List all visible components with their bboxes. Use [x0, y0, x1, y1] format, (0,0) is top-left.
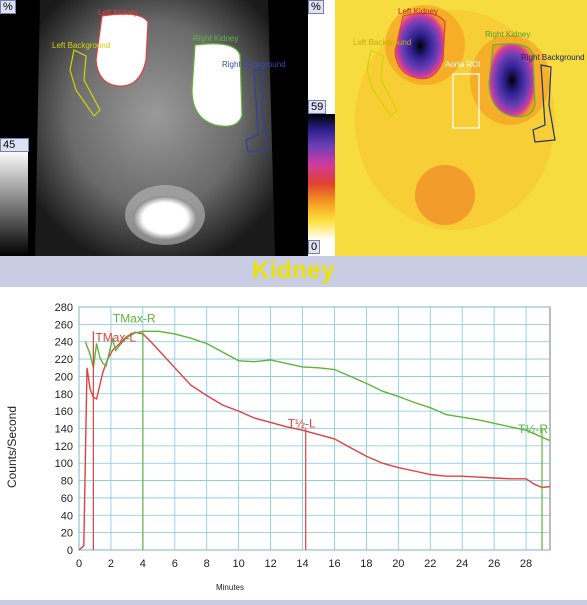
y-tick-label: 80	[61, 476, 73, 488]
right-kidney-roi-label: Right Kidney	[193, 34, 239, 43]
series-line-right	[84, 330, 551, 442]
y-tick-label: 20	[61, 528, 73, 540]
y-tick-label: 200	[55, 371, 73, 383]
x-tick-label: 4	[140, 558, 146, 570]
x-tick-label: 22	[424, 558, 436, 570]
left-background-roi-label: Left Background	[52, 41, 111, 50]
left-percent-label: %	[0, 0, 16, 14]
y-tick-label: 100	[55, 458, 73, 470]
color-scale-bar	[308, 114, 335, 240]
chart-title: Kidney	[251, 257, 335, 284]
marker-label: TMax-R	[113, 312, 156, 326]
x-tick-label: 18	[360, 558, 372, 570]
y-tick-label: 280	[55, 302, 73, 314]
right-img-left-kidney-label: Left Kidney	[398, 7, 439, 16]
x-tick-label: 6	[172, 558, 178, 570]
x-tick-label: 20	[392, 558, 404, 570]
color-scale-mid: 59	[308, 100, 327, 114]
x-tick-label: 24	[456, 558, 468, 570]
y-tick-label: 60	[61, 493, 73, 505]
left-scale-value: 45	[0, 138, 29, 152]
y-tick-label: 140	[55, 424, 73, 436]
x-tick-label: 0	[76, 558, 82, 570]
x-tick-label: 12	[264, 558, 276, 570]
right-background-roi-label: Right Background	[222, 60, 286, 69]
marker-label: T½-R	[518, 422, 548, 436]
x-tick-label: 26	[488, 558, 500, 570]
y-tick-label: 40	[61, 510, 73, 522]
x-tick-label: 16	[328, 558, 340, 570]
x-axis-label: Minutes	[216, 583, 244, 592]
y-tick-label: 260	[55, 319, 73, 331]
right-scan-graphic	[335, 0, 587, 256]
left-scan-image: Left Kidney Left Background Right Kidney…	[0, 0, 308, 256]
y-tick-label: 180	[55, 389, 73, 401]
y-tick-label: 160	[55, 406, 73, 418]
color-scale-column: % 59 0	[308, 0, 335, 256]
left-scan-graphic	[0, 0, 308, 256]
renogram-chart: 0 20 40 60 80 100 120 140 160 180 200 220 240 260 280 0…	[0, 287, 587, 600]
y-tick-label: 120	[55, 441, 73, 453]
right-img-right-kidney-label: Right Kidney	[485, 30, 531, 39]
left-kidney-roi-label: Left Kidney	[98, 8, 139, 17]
x-tick-label: 28	[520, 558, 532, 570]
x-tick-label: 10	[233, 558, 245, 570]
marker-label: T½-L	[288, 417, 316, 431]
renogram-chart-svg: 0204060801001201401601802002202402602800…	[5, 302, 551, 592]
right-scan-image: Left Kidney Left Background Right Kidney…	[335, 0, 587, 256]
y-tick-label: 240	[55, 337, 73, 349]
x-tick-label: 14	[296, 558, 308, 570]
x-tick-label: 2	[108, 558, 114, 570]
marker-label: TMax-L	[95, 331, 136, 345]
y-tick-label: 0	[67, 545, 73, 557]
left-gray-scale-bar	[0, 150, 28, 256]
x-tick-label: 8	[204, 558, 210, 570]
color-scale-min: 0	[308, 240, 321, 254]
right-percent-label: %	[308, 0, 324, 14]
chart-title-bar: Kidney	[0, 256, 587, 286]
y-tick-label: 220	[55, 354, 73, 366]
aorta-roi-label: Aorta ROI	[445, 60, 481, 69]
y-axis-label: Counts/Second	[5, 406, 19, 488]
right-img-right-background-label: Right Background	[521, 53, 585, 62]
right-img-left-background-label: Left Background	[353, 38, 412, 47]
series-line-left	[78, 331, 551, 551]
